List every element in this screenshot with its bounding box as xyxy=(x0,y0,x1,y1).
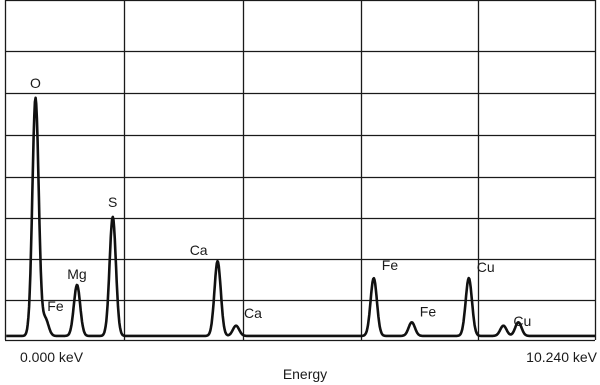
x-tick-label-min: 0.000 keV xyxy=(20,349,84,365)
peak-label-fe-7: Fe xyxy=(420,303,437,319)
spectrum-line xyxy=(5,96,596,338)
peak-label-ca-5: Ca xyxy=(244,305,262,321)
peak-label-o-0: O xyxy=(30,75,41,91)
spectrum-trace-group xyxy=(5,96,596,338)
peak-label-cu-8: Cu xyxy=(477,259,495,275)
peak-label-mg-2: Mg xyxy=(67,266,86,282)
x-tick-label-max: 10.240 keV xyxy=(526,349,597,365)
peak-label-fe-6: Fe xyxy=(382,257,399,273)
peak-label-fe-1: Fe xyxy=(47,298,64,314)
x-axis-label: Energy xyxy=(283,366,327,382)
grid xyxy=(4,0,597,342)
peak-label-cu-9: Cu xyxy=(513,313,531,329)
peak-label-s-3: S xyxy=(108,194,117,210)
peak-label-ca-4: Ca xyxy=(190,242,208,258)
